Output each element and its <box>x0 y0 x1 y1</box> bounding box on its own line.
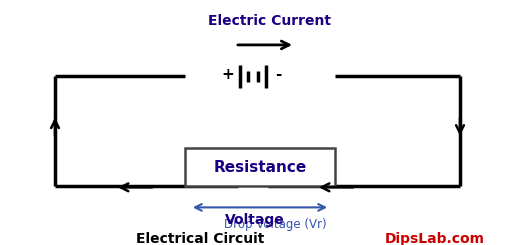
Text: Electric Current: Electric Current <box>208 14 332 28</box>
Text: Voltage: Voltage <box>225 213 285 227</box>
Text: Electrical Circuit: Electrical Circuit <box>136 232 264 245</box>
Text: Drop Voltage (Vr): Drop Voltage (Vr) <box>224 218 327 231</box>
Bar <box>185 148 335 186</box>
Text: DipsLab.com: DipsLab.com <box>385 232 485 245</box>
Text: -: - <box>275 67 281 82</box>
Text: Resistance: Resistance <box>214 160 307 175</box>
Text: +: + <box>222 67 235 82</box>
